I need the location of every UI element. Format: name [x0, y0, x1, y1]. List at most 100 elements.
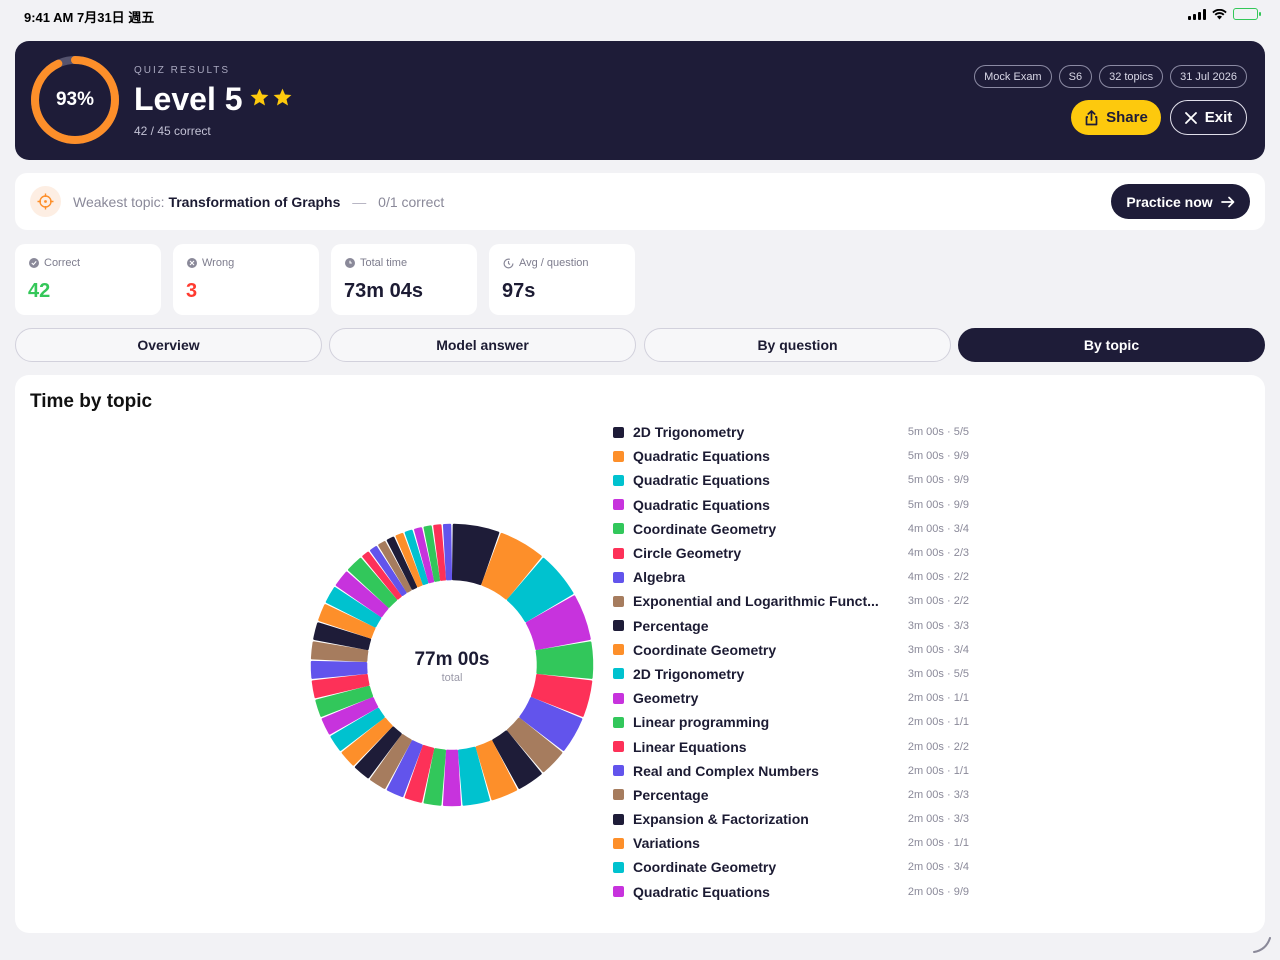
legend-time: 2m 00s	[907, 813, 944, 826]
stat-value-wrong: 3	[186, 280, 198, 302]
legend-dot-separator: ·	[943, 885, 954, 898]
legend-item: 2D Trigonometry 3m 00s · 5/5	[613, 662, 969, 686]
legend-item: Percentage 3m 00s · 3/3	[613, 614, 969, 638]
legend-dot-separator: ·	[943, 643, 954, 656]
donut-slice	[310, 660, 368, 679]
chip-exam-type: Mock Exam	[974, 65, 1052, 88]
legend-swatch	[613, 450, 624, 462]
share-icon	[1085, 109, 1098, 125]
legend-topic-name: Expansion & Factorization	[633, 811, 809, 828]
legend-item: Quadratic Equations 2m 00s · 9/9	[613, 880, 969, 904]
legend-dot-separator: ·	[943, 619, 954, 632]
donut-slice	[423, 525, 441, 582]
legend-item: Quadratic Equations 5m 00s · 9/9	[613, 468, 969, 492]
legend-time: 2m 00s	[907, 692, 944, 705]
legend-item: Exponential and Logarithmic Funct... 3m 0…	[613, 589, 969, 613]
donut-slice	[506, 557, 574, 623]
legend-time: 2m 00s	[907, 861, 944, 874]
share-label: Share	[1106, 109, 1148, 126]
legend-topic-name: Linear Equations	[633, 738, 747, 755]
score-percent: 93%	[55, 89, 95, 110]
level-title: Level 5	[134, 81, 243, 117]
legend-score: 3/4	[953, 522, 969, 535]
donut-slice	[442, 749, 462, 807]
donut-slice	[457, 746, 490, 806]
donut-slice	[414, 527, 435, 584]
tab-by-topic[interactable]: By topic	[958, 328, 1265, 362]
legend-score: 3/4	[953, 643, 969, 656]
x-circle-icon	[187, 258, 197, 268]
donut-slice	[386, 536, 418, 590]
legend-item: Expansion & Factorization 2m 00s · 3/3	[613, 807, 969, 831]
chip-date: 31 Jul 2026	[1170, 65, 1247, 88]
weakest-topic-banner: Weakest topic: Transformation of Graphs …	[15, 173, 1265, 230]
legend-time-score: 5m 00s · 5/5	[908, 426, 969, 438]
share-button[interactable]: Share	[1071, 100, 1161, 135]
legend-topic-name: Variations	[633, 835, 700, 852]
legend-score: 2/2	[953, 571, 969, 584]
legend-item: Quadratic Equations 5m 00s · 9/9	[613, 493, 969, 517]
tab-model-answer[interactable]: Model answer	[329, 328, 636, 362]
legend-topic-name: Quadratic Equations	[633, 448, 770, 465]
legend-dot-separator: ·	[943, 498, 954, 511]
donut-slice	[451, 523, 500, 586]
donut-slice	[525, 595, 591, 651]
legend-swatch	[613, 668, 624, 680]
legend-item: Variations 2m 00s · 1/1	[613, 831, 969, 855]
legend-time: 4m 00s	[907, 547, 944, 560]
legend-topic-name: Exponential and Logarithmic Funct...	[633, 593, 879, 610]
legend-time: 2m 00s	[907, 837, 944, 850]
status-bar: 9:41 AM 7月31日 週五	[0, 0, 1280, 30]
donut-slice	[315, 685, 374, 717]
legend-time-score: 2m 00s · 3/4	[908, 861, 969, 873]
legend-time: 3m 00s	[907, 619, 944, 632]
exit-button[interactable]: Exit	[1170, 100, 1247, 135]
legend-topic-name: Coordinate Geometry	[633, 520, 777, 537]
practice-now-button[interactable]: Practice now	[1111, 184, 1250, 219]
stat-label-text: Avg / question	[519, 257, 589, 269]
legend-time-score: 4m 00s · 2/2	[908, 571, 969, 583]
legend-topic-name: Quadratic Equations	[633, 883, 770, 900]
legend-swatch	[613, 547, 624, 559]
level-row: Level 5	[134, 81, 293, 118]
legend-dot-separator: ·	[943, 522, 954, 535]
legend-dot-separator: ·	[943, 595, 954, 608]
stat-label-avg-question: Avg / question	[503, 257, 589, 269]
donut-slice	[530, 673, 593, 717]
legend-time-score: 3m 00s · 2/2	[908, 595, 969, 607]
legend-topic-name: Linear programming	[633, 714, 770, 731]
close-icon	[1184, 111, 1197, 124]
legend-dot-separator: ·	[943, 450, 954, 463]
legend-swatch	[613, 837, 624, 849]
legend-time-score: 2m 00s · 1/1	[908, 716, 969, 728]
legend-score: 2/2	[953, 595, 969, 608]
donut-slice	[442, 523, 453, 581]
legend-time-score: 2m 00s · 1/1	[908, 765, 969, 777]
time-by-topic-panel: Time by topic 77m 00s total 2D Trigonome…	[15, 375, 1265, 933]
weakest-prefix: Weakest topic:	[73, 194, 165, 210]
tab-by-question[interactable]: By question	[644, 328, 951, 362]
donut-slice	[492, 730, 542, 789]
legend-topic-name: 2D Trigonometry	[633, 665, 745, 682]
legend-item: Geometry 2m 00s · 1/1	[613, 686, 969, 710]
legend-dot-separator: ·	[943, 547, 954, 560]
legend-score: 1/1	[953, 716, 969, 729]
star-rating	[249, 87, 293, 108]
stat-label-wrong: Wrong	[187, 257, 234, 269]
arrow-right-icon	[1220, 196, 1235, 207]
legend-topic-name: Circle Geometry	[633, 545, 742, 562]
legend-time: 5m 00s	[907, 474, 944, 487]
legend-time-score: 3m 00s · 3/4	[908, 644, 969, 656]
legend-swatch	[613, 426, 624, 438]
legend-score: 3/3	[953, 813, 969, 826]
legend-dot-separator: ·	[943, 692, 954, 705]
legend-item: Coordinate Geometry 2m 00s · 3/4	[613, 855, 969, 879]
tab-overview[interactable]: Overview	[15, 328, 322, 362]
legend-item: Linear programming 2m 00s · 1/1	[613, 710, 969, 734]
chip-topics: 32 topics	[1099, 65, 1164, 88]
legend-topic-name: Coordinate Geometry	[633, 859, 777, 876]
wifi-icon	[1212, 8, 1227, 19]
legend-time-score: 4m 00s · 3/4	[908, 523, 969, 535]
legend-score: 3/4	[953, 861, 969, 874]
legend-score: 5/5	[953, 667, 969, 680]
